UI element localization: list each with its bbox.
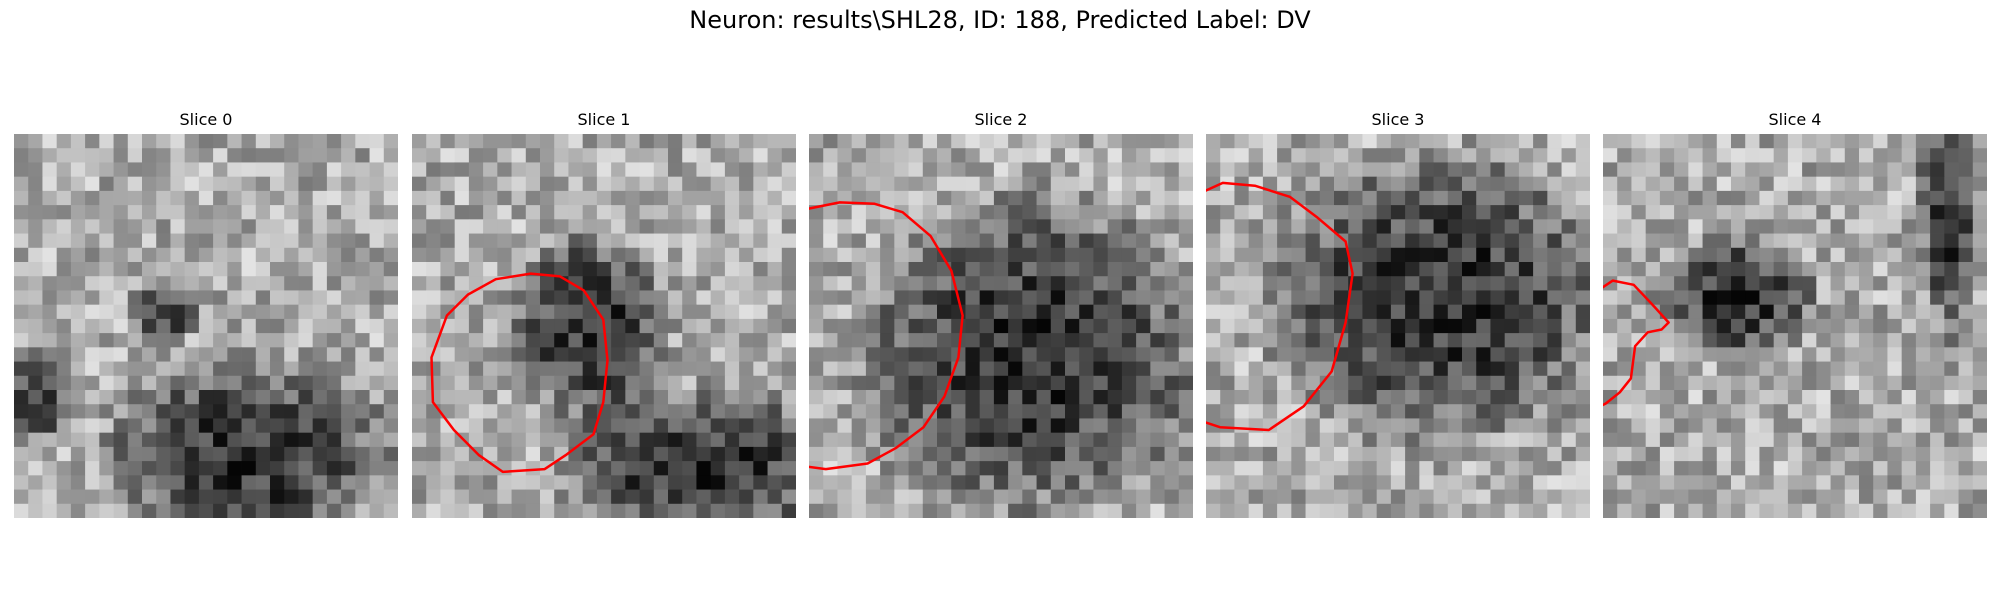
panel-title-slice-1: Slice 1 <box>577 110 631 129</box>
slice-0-canvas <box>14 134 398 518</box>
figure-title: Neuron: results\SHL28, ID: 188, Predicte… <box>689 6 1311 34</box>
panel-title-slice-3: Slice 3 <box>1371 110 1425 129</box>
panel-title-slice-4: Slice 4 <box>1768 110 1822 129</box>
slice-1-image <box>412 134 796 518</box>
panel-title-slice-2: Slice 2 <box>974 110 1028 129</box>
slice-0-image <box>14 134 398 518</box>
slice-3-canvas <box>1206 134 1590 518</box>
slice-4-contour <box>1603 279 1670 407</box>
slice-1-contour <box>430 272 609 474</box>
slice-3-contour <box>1206 181 1354 432</box>
slice-3-image <box>1206 134 1590 518</box>
slice-4-image <box>1603 134 1987 518</box>
slice-1-canvas <box>412 134 796 518</box>
panel-title-slice-0: Slice 0 <box>179 110 233 129</box>
slice-2-canvas <box>809 134 1193 518</box>
slice-2-image <box>809 134 1193 518</box>
slice-2-contour <box>809 201 964 471</box>
slice-4-canvas <box>1603 134 1987 518</box>
